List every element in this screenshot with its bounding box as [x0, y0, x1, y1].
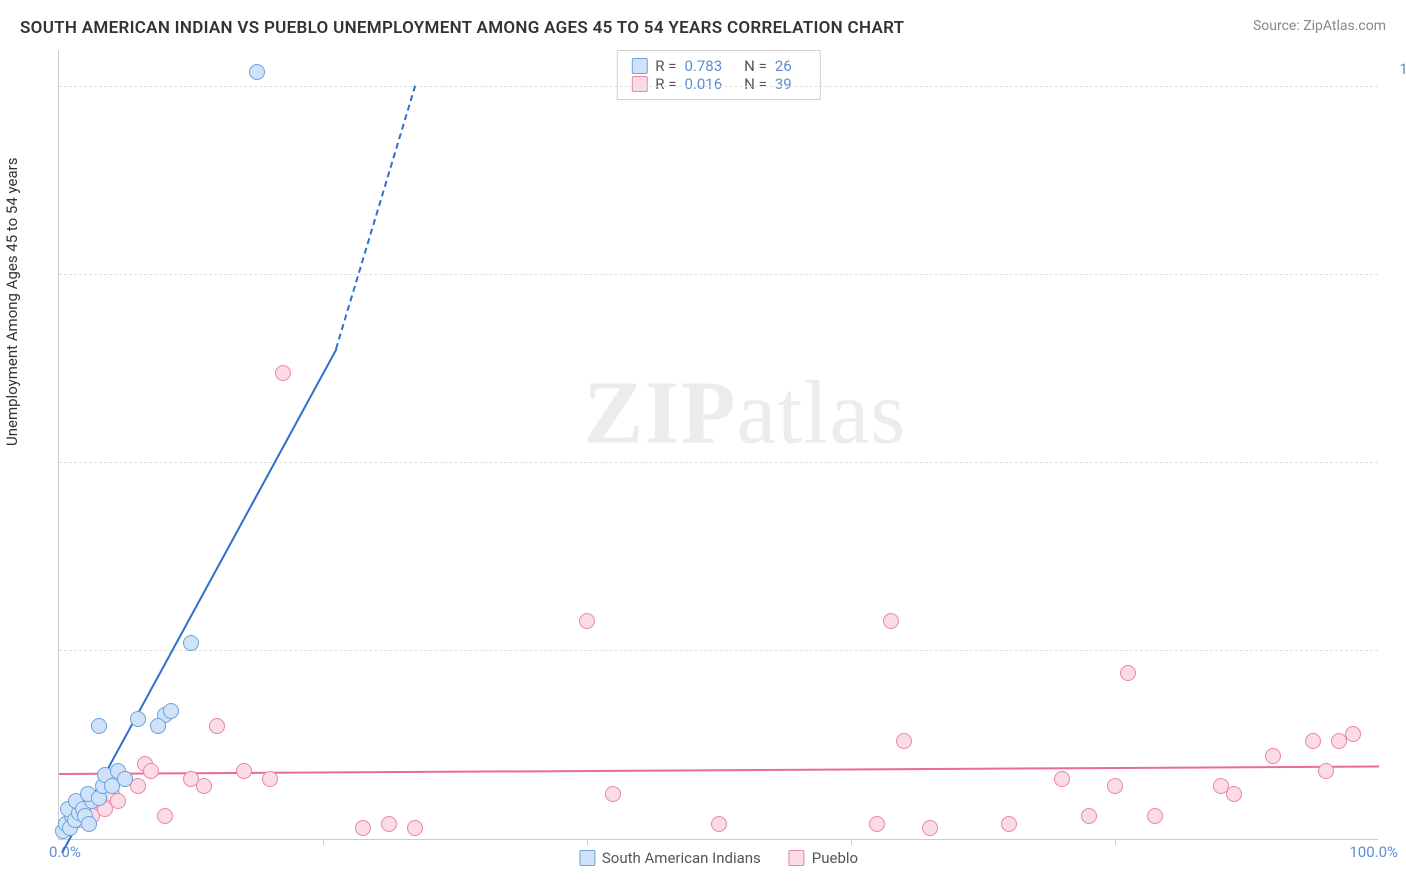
r-value-sai: 0.783 [684, 57, 722, 75]
y-axis-label: Unemployment Among Ages 45 to 54 years [3, 158, 21, 446]
legend-item-sai: South American Indians [579, 849, 761, 867]
r-value-pueblo: 0.016 [684, 75, 722, 93]
data-point-pueblo [110, 793, 126, 809]
grid-line [59, 274, 1378, 275]
data-point-sai [249, 64, 265, 80]
plot-area: ZIPatlas R = 0.783 N = 26 R = 0.016 N = … [58, 50, 1378, 840]
stats-row-sai: R = 0.783 N = 26 [631, 57, 805, 75]
x-minor-tick [1115, 839, 1116, 845]
legend-label-sai: South American Indians [602, 849, 761, 867]
data-point-pueblo [1305, 733, 1321, 749]
data-point-pueblo [922, 820, 938, 836]
n-label: N = [744, 75, 767, 93]
grid-line [59, 650, 1378, 651]
swatch-sai [631, 58, 647, 74]
data-point-sai [163, 703, 179, 719]
data-point-pueblo [869, 816, 885, 832]
data-point-pueblo [143, 763, 159, 779]
legend-swatch-sai [579, 850, 595, 866]
data-point-sai [150, 718, 166, 734]
legend-swatch-pueblo [789, 850, 805, 866]
trend-line [335, 85, 416, 349]
y-tick-label: 75.0% [1388, 248, 1406, 266]
x-minor-tick [323, 839, 324, 845]
data-point-pueblo [1265, 748, 1281, 764]
legend-label-pueblo: Pueblo [812, 849, 858, 867]
y-tick-label: 100.0% [1388, 60, 1406, 78]
data-point-pueblo [1120, 665, 1136, 681]
data-point-pueblo [1318, 763, 1334, 779]
watermark: ZIPatlas [583, 361, 906, 464]
data-point-pueblo [196, 778, 212, 794]
data-point-pueblo [1054, 771, 1070, 787]
data-point-pueblo [1226, 786, 1242, 802]
trend-line [59, 766, 1379, 776]
data-point-pueblo [1081, 808, 1097, 824]
data-point-pueblo [711, 816, 727, 832]
data-point-pueblo [262, 771, 278, 787]
r-label: R = [655, 75, 676, 93]
data-point-pueblo [1147, 808, 1163, 824]
data-point-pueblo [579, 613, 595, 629]
data-point-pueblo [896, 733, 912, 749]
data-point-sai [91, 718, 107, 734]
data-point-pueblo [1001, 816, 1017, 832]
swatch-pueblo [631, 76, 647, 92]
data-point-sai [130, 711, 146, 727]
data-point-pueblo [605, 786, 621, 802]
data-point-pueblo [407, 820, 423, 836]
legend-item-pueblo: Pueblo [789, 849, 858, 867]
x-tick-max: 100.0% [1349, 843, 1398, 861]
y-tick-label: 25.0% [1388, 624, 1406, 642]
x-minor-tick [851, 839, 852, 845]
data-point-pueblo [381, 816, 397, 832]
data-point-pueblo [275, 365, 291, 381]
correlation-stats-box: R = 0.783 N = 26 R = 0.016 N = 39 [616, 50, 820, 100]
grid-line [59, 462, 1378, 463]
data-point-pueblo [355, 820, 371, 836]
r-label: R = [655, 57, 676, 75]
x-minor-tick [587, 839, 588, 845]
stats-row-pueblo: R = 0.016 N = 39 [631, 75, 805, 93]
legend: South American Indians Pueblo [579, 849, 858, 867]
n-value-pueblo: 39 [775, 75, 792, 93]
data-point-sai [183, 635, 199, 651]
y-tick-label: 50.0% [1388, 436, 1406, 454]
source-attribution: Source: ZipAtlas.com [1253, 18, 1386, 34]
data-point-pueblo [1107, 778, 1123, 794]
data-point-pueblo [209, 718, 225, 734]
n-value-sai: 26 [775, 57, 792, 75]
data-point-sai [117, 771, 133, 787]
data-point-sai [81, 816, 97, 832]
grid-line [59, 86, 1378, 87]
chart-title: SOUTH AMERICAN INDIAN VS PUEBLO UNEMPLOY… [20, 18, 904, 38]
data-point-pueblo [1345, 726, 1361, 742]
n-label: N = [744, 57, 767, 75]
data-point-pueblo [157, 808, 173, 824]
data-point-pueblo [236, 763, 252, 779]
data-point-pueblo [883, 613, 899, 629]
